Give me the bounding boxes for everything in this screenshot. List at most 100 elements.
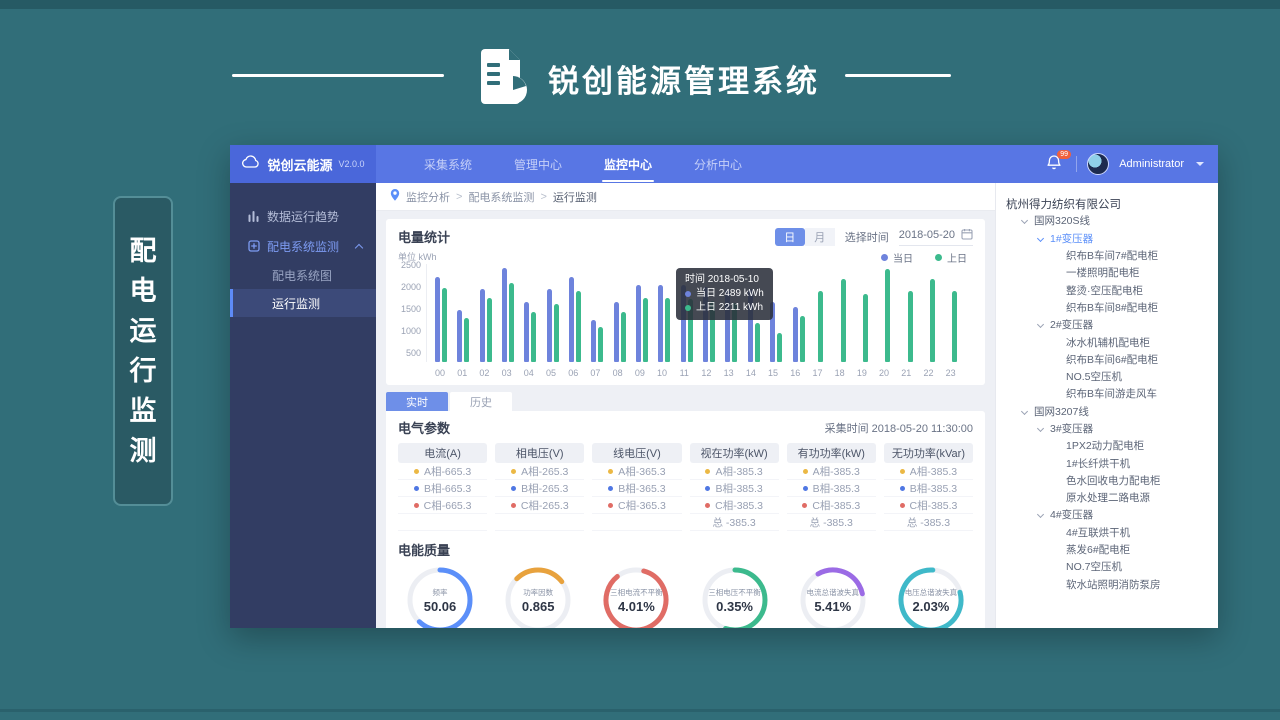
bar-当日[interactable] (502, 268, 508, 362)
tree-item-织布B车间8#配电柜[interactable]: 织布B车间8#配电柜 (1006, 299, 1212, 316)
tree-item-软水站照明消防泵房[interactable]: 软水站照明消防泵房 (1006, 576, 1212, 593)
bar-当日[interactable] (435, 277, 440, 362)
tree-item-一楼照明配电柜[interactable]: 一楼照明配电柜 (1006, 264, 1212, 281)
user-name[interactable]: Administrator (1119, 158, 1184, 170)
notification-bell-icon[interactable]: 99 (1046, 150, 1071, 174)
tree-item-杭州得力纺织有限公司[interactable]: 杭州得力纺织有限公司 (1006, 195, 1212, 212)
tree-item-NO.7空压机[interactable]: NO.7空压机 (1006, 558, 1212, 575)
bar-当日[interactable] (457, 310, 463, 362)
gauge-center: 三相电流不平衡 4.01% (600, 564, 672, 628)
bar-上日[interactable] (643, 298, 649, 362)
bar-上日[interactable] (620, 312, 626, 362)
bar-上日[interactable] (799, 316, 805, 362)
tab-实时[interactable]: 实时 (386, 392, 448, 411)
toggle-month-button[interactable]: 月 (804, 227, 835, 246)
bar-当日[interactable] (703, 287, 709, 362)
tree-item-国网3207线[interactable]: 国网3207线 (1006, 403, 1212, 420)
user-avatar[interactable] (1087, 153, 1110, 175)
tree-item-国网320S线[interactable]: 国网320S线 (1006, 212, 1212, 229)
bar-上日[interactable] (930, 279, 936, 362)
bar-上日[interactable] (732, 303, 738, 362)
tree-item-1#长纤烘干机[interactable]: 1#长纤烘干机 (1006, 454, 1212, 471)
breadcrumb-item[interactable]: 配电系统监测 (468, 191, 535, 204)
chart-bars-area[interactable] (426, 264, 969, 362)
bar-上日[interactable] (598, 327, 604, 362)
bar-上日[interactable] (464, 318, 470, 362)
bar-上日[interactable] (777, 333, 783, 362)
bar-当日[interactable] (569, 277, 575, 362)
tree-item-蒸发6#配电柜[interactable]: 蒸发6#配电柜 (1006, 541, 1212, 558)
bar-上日[interactable] (509, 283, 515, 362)
breadcrumb-item[interactable]: 监控分析 (406, 191, 450, 204)
bar-当日[interactable] (680, 285, 686, 362)
tree-item-织布B车间7#配电柜[interactable]: 织布B车间7#配电柜 (1006, 247, 1212, 264)
bar-group-10 (654, 285, 674, 362)
nav-item-管理中心[interactable]: 管理中心 (514, 157, 563, 172)
sidebar-item-配电系统监测[interactable]: 配电系统监测 (230, 231, 376, 261)
bar-当日[interactable] (658, 285, 664, 362)
bar-上日[interactable] (754, 323, 760, 362)
params-column-header: 相电压(V) (495, 443, 585, 463)
bar-上日[interactable] (885, 269, 891, 362)
bar-上日[interactable] (840, 279, 846, 362)
bar-当日[interactable] (792, 307, 798, 362)
bar-当日[interactable] (770, 302, 776, 362)
params-value: A相-665.3 (423, 465, 472, 478)
tree-item-原水处理二路电源[interactable]: 原水处理二路电源 (1006, 489, 1212, 506)
bar-上日[interactable] (952, 291, 958, 362)
chevron-down-icon (1036, 424, 1045, 433)
tree-item-织布B车间游走风车[interactable]: 织布B车间游走风车 (1006, 385, 1212, 402)
tree-item-2#变压器[interactable]: 2#变压器 (1006, 316, 1212, 333)
sidebar-item-运行监测[interactable]: 运行监测 (230, 289, 376, 317)
bar-当日[interactable] (636, 285, 642, 362)
tree-item-冰水机辅机配电柜[interactable]: 冰水机辅机配电柜 (1006, 333, 1212, 350)
bar-当日[interactable] (613, 302, 619, 362)
nav-item-监控中心[interactable]: 监控中心 (600, 156, 656, 173)
bar-上日[interactable] (486, 298, 492, 362)
bar-上日[interactable] (553, 304, 559, 362)
tree-item-3#变压器[interactable]: 3#变压器 (1006, 420, 1212, 437)
breadcrumb-item[interactable]: 运行监测 (552, 191, 597, 204)
bar-当日[interactable] (546, 289, 552, 362)
tree-item-4#变压器[interactable]: 4#变压器 (1006, 506, 1212, 523)
toggle-day-button[interactable]: 日 (774, 227, 805, 246)
tree-item-4#互联烘干机[interactable]: 4#互联烘干机 (1006, 524, 1212, 541)
bar-上日[interactable] (442, 288, 447, 362)
bar-当日[interactable] (747, 289, 753, 362)
chart-tooltip: 时间 2018-05-10 当日 2489 kWh 上日 2211 kWh (676, 268, 773, 320)
bar-当日[interactable] (479, 289, 485, 362)
params-value: B相-385.3 (812, 482, 860, 495)
tree-item-色水回收电力配电柜[interactable]: 色水回收电力配电柜 (1006, 472, 1212, 489)
phase-dot (705, 502, 711, 508)
bar-当日[interactable] (524, 302, 530, 362)
chevron-down-icon[interactable] (1196, 162, 1204, 166)
sidebar-item-数据运行趋势[interactable]: 数据运行趋势 (230, 201, 376, 231)
tab-历史[interactable]: 历史 (450, 392, 512, 411)
params-cell: 总 -385.3 (689, 514, 779, 531)
params-column: 线电压(V) A相-365.3 B相-365.3 C相-365.3 (592, 443, 682, 531)
bar-上日[interactable] (863, 294, 869, 362)
tree-item-label: 织布B车间8#配电柜 (1066, 301, 1159, 314)
tree-item-1#变压器[interactable]: 1#变压器 (1006, 230, 1212, 247)
bar-上日[interactable] (907, 291, 913, 362)
sidebar-item-配电系统图[interactable]: 配电系统图 (230, 261, 376, 289)
bar-上日[interactable] (576, 291, 582, 362)
bar-上日[interactable] (687, 299, 693, 362)
bar-上日[interactable] (818, 291, 824, 362)
tree-item-整烫·空压配电柜[interactable]: 整烫·空压配电柜 (1006, 281, 1212, 298)
tree-item-1PX2动力配电柜[interactable]: 1PX2动力配电柜 (1006, 437, 1212, 454)
nav-item-分析中心[interactable]: 分析中心 (694, 157, 743, 172)
bar-上日[interactable] (710, 301, 716, 362)
app-logo[interactable]: 锐创云能源 V2.0.0 (230, 145, 376, 183)
tree-item-NO.5空压机[interactable]: NO.5空压机 (1006, 368, 1212, 385)
params-value: B相-365.3 (618, 482, 666, 495)
bar-上日[interactable] (665, 298, 671, 362)
bar-当日[interactable] (725, 289, 731, 362)
nav-item-采集系统[interactable]: 采集系统 (424, 157, 473, 172)
gauge-value: 2.03% (912, 598, 950, 614)
bar-当日[interactable] (591, 320, 597, 362)
date-picker-input[interactable]: 2018-05-20 (898, 228, 973, 246)
legend-label: 上日 (947, 254, 967, 265)
tree-item-织布B车间6#配电柜[interactable]: 织布B车间6#配电柜 (1006, 351, 1212, 368)
bar-上日[interactable] (531, 312, 537, 362)
